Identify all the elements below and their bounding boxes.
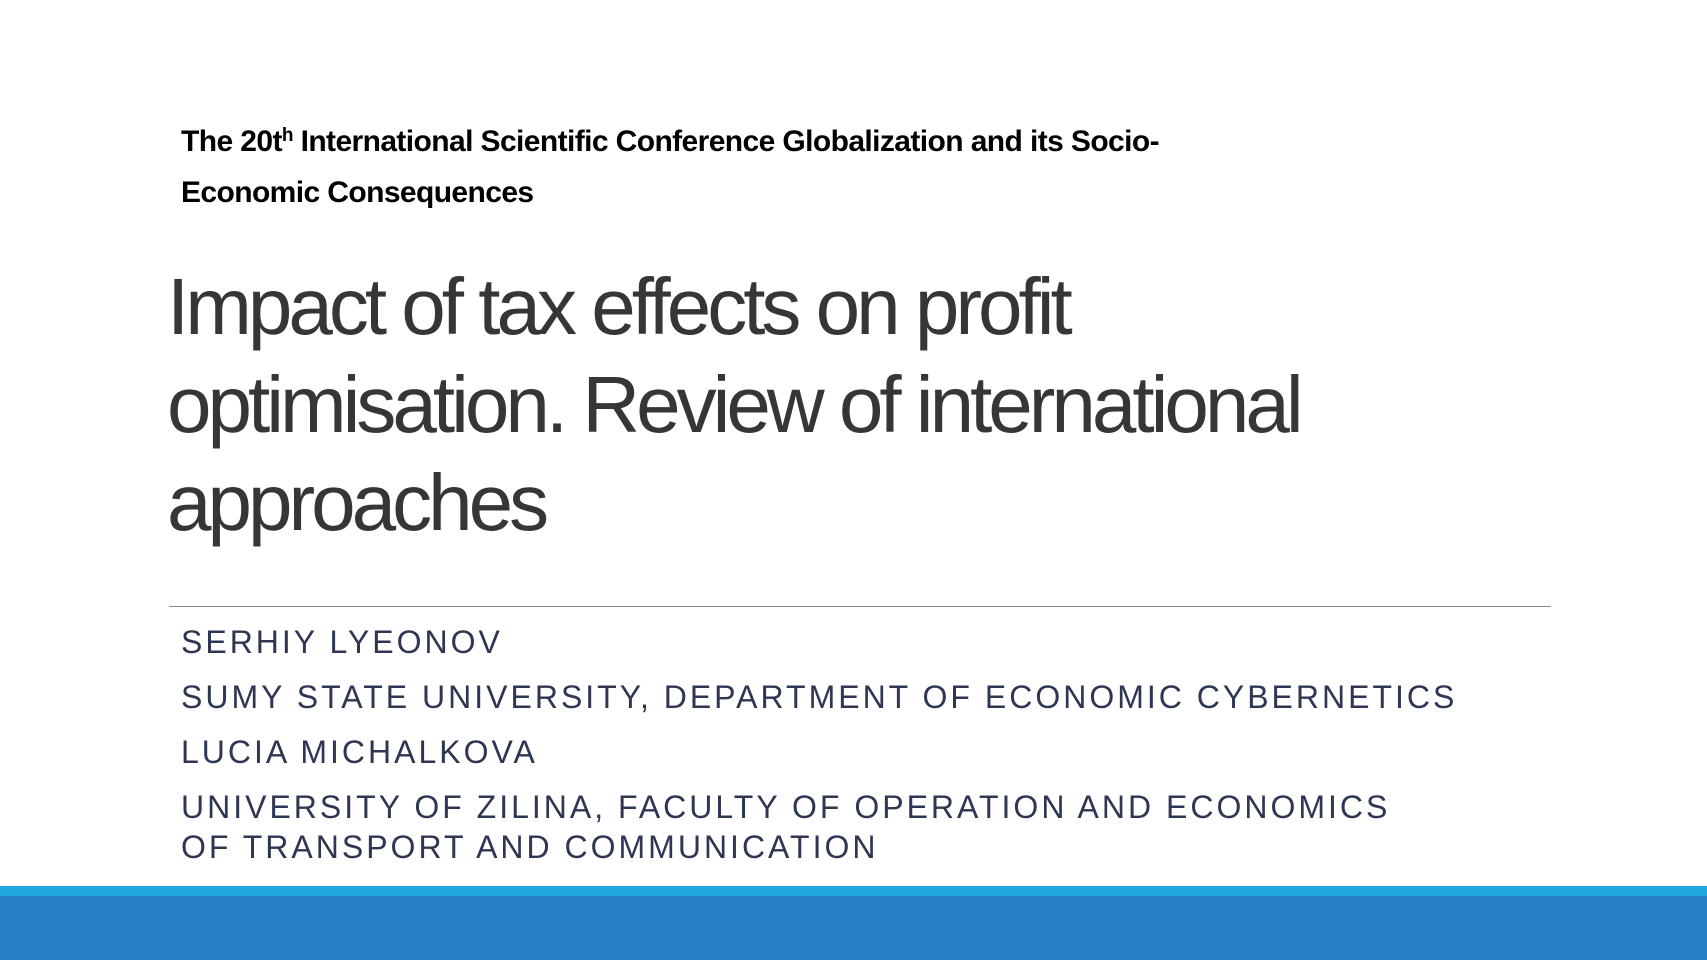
conference-text: International Scientific Conference Glob…: [292, 125, 1160, 158]
conference-text: The 20t: [181, 125, 282, 158]
title-line-1: Impact of tax effects on profit: [167, 262, 1073, 351]
conference-line-1: The 20th International Scientific Confer…: [181, 116, 1581, 167]
author-name: SERHIY LYEONOV: [181, 624, 503, 660]
author-name: LUCIA MICHALKOVA: [181, 734, 538, 770]
authors-block: SERHIY LYEONOV SUMY STATE UNIVERSITY, DE…: [181, 622, 1681, 882]
footer-accent-stripe: [0, 886, 1707, 896]
superscript: h: [281, 125, 294, 146]
author-affiliation: SUMY STATE UNIVERSITY, DEPARTMENT OF ECO…: [181, 679, 1458, 715]
footer-bar: [0, 896, 1707, 960]
conference-line-2: Economic Consequences: [181, 176, 534, 209]
author-affiliation-continued: OF TRANSPORT AND COMMUNICATION: [181, 829, 879, 865]
title-line-3: approaches: [167, 458, 549, 547]
title-line-2: optimisation. Review of international: [167, 360, 1304, 449]
author-affiliation: UNIVERSITY OF ZILINA, FACULTY OF OPERATI…: [181, 789, 1391, 825]
title-divider: [169, 606, 1551, 607]
conference-name: The 20th International Scientific Confer…: [181, 116, 1581, 218]
slide-title: Impact of tax effects on profit optimisa…: [167, 258, 1667, 552]
